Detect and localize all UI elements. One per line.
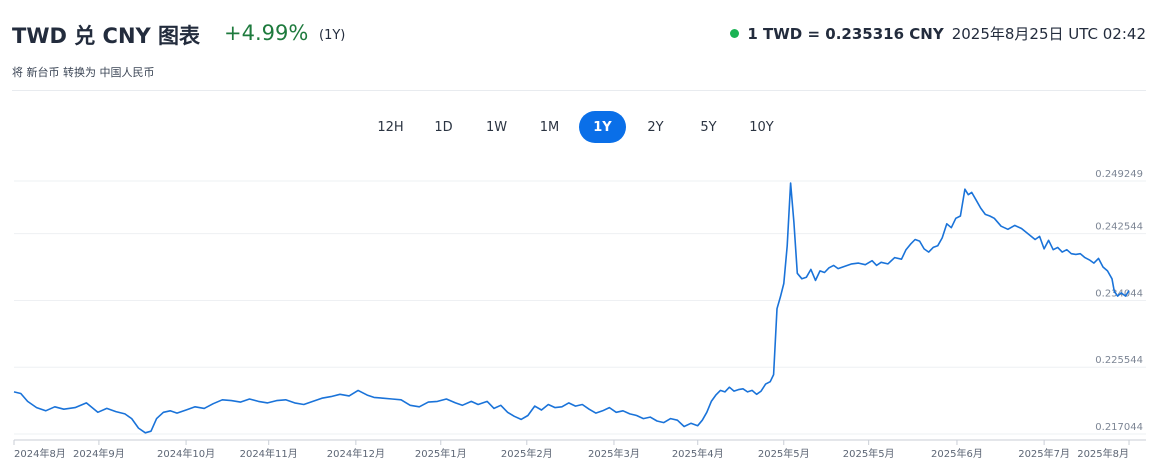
tab-12h[interactable]: 12H [377,119,404,135]
x-tick-label: 2025年3月 [588,447,640,460]
x-tick-label: 2025年6月 [931,447,983,460]
header-divider [12,90,1146,91]
convert-subtitle: 将 新台币 转换为 中国人民币 [12,66,155,79]
tab-1y[interactable]: 1Y [579,111,626,143]
tab-5y[interactable]: 5Y [700,119,717,135]
x-tick-label: 2025年5月 [843,447,895,460]
tab-1m[interactable]: 1M [539,119,560,135]
x-tick-label: 2024年9月 [73,447,125,460]
period-label: (1Y) [319,28,346,43]
tab-1w[interactable]: 1W [485,119,508,135]
series-line [13,182,1130,434]
y-tick-label: 0.217044 [1095,422,1143,433]
x-tick-label: 2024年8月 [14,447,66,460]
x-tick-label: 2025年2月 [501,447,553,460]
y-tick-label: 0.249249 [1095,169,1143,180]
x-tick-label: 2025年5月 [758,447,810,460]
page-title: TWD 兑 CNY 图表 [12,24,201,48]
tab-10y[interactable]: 10Y [749,119,774,135]
x-tick-label: 2024年11月 [240,447,298,460]
x-tick-label: 2025年8月 [1077,447,1129,460]
chart-header: TWD 兑 CNY 图表 +4.99% (1Y) 1 TWD = 0.23531… [12,18,1146,58]
tab-1d[interactable]: 1D [434,119,453,135]
rate-line-chart[interactable]: 0.2492490.2425440.2340440.2255440.217044… [0,160,1156,468]
y-tick-label: 0.225544 [1095,355,1143,366]
period-tabs: 12H 1D 1W 1M 1Y 2Y 5Y 10Y [367,111,785,143]
percent-change: +4.99% [224,21,309,45]
tab-2y[interactable]: 2Y [647,119,664,135]
y-tick-label: 0.242544 [1095,222,1143,233]
x-tick-label: 2025年1月 [415,447,467,460]
x-tick-label: 2024年12月 [327,447,385,460]
x-tick-label: 2024年10月 [157,447,215,460]
rate-summary: 1 TWD = 0.235316 CNY 2025年8月25日 UTC 02:4… [730,23,1146,44]
exchange-rate: 1 TWD = 0.235316 CNY [747,24,944,43]
live-status-icon [730,29,740,38]
timestamp: 2025年8月25日 UTC 02:42 [951,25,1146,43]
x-tick-label: 2025年7月 [1018,447,1070,460]
x-tick-label: 2025年4月 [672,447,724,460]
